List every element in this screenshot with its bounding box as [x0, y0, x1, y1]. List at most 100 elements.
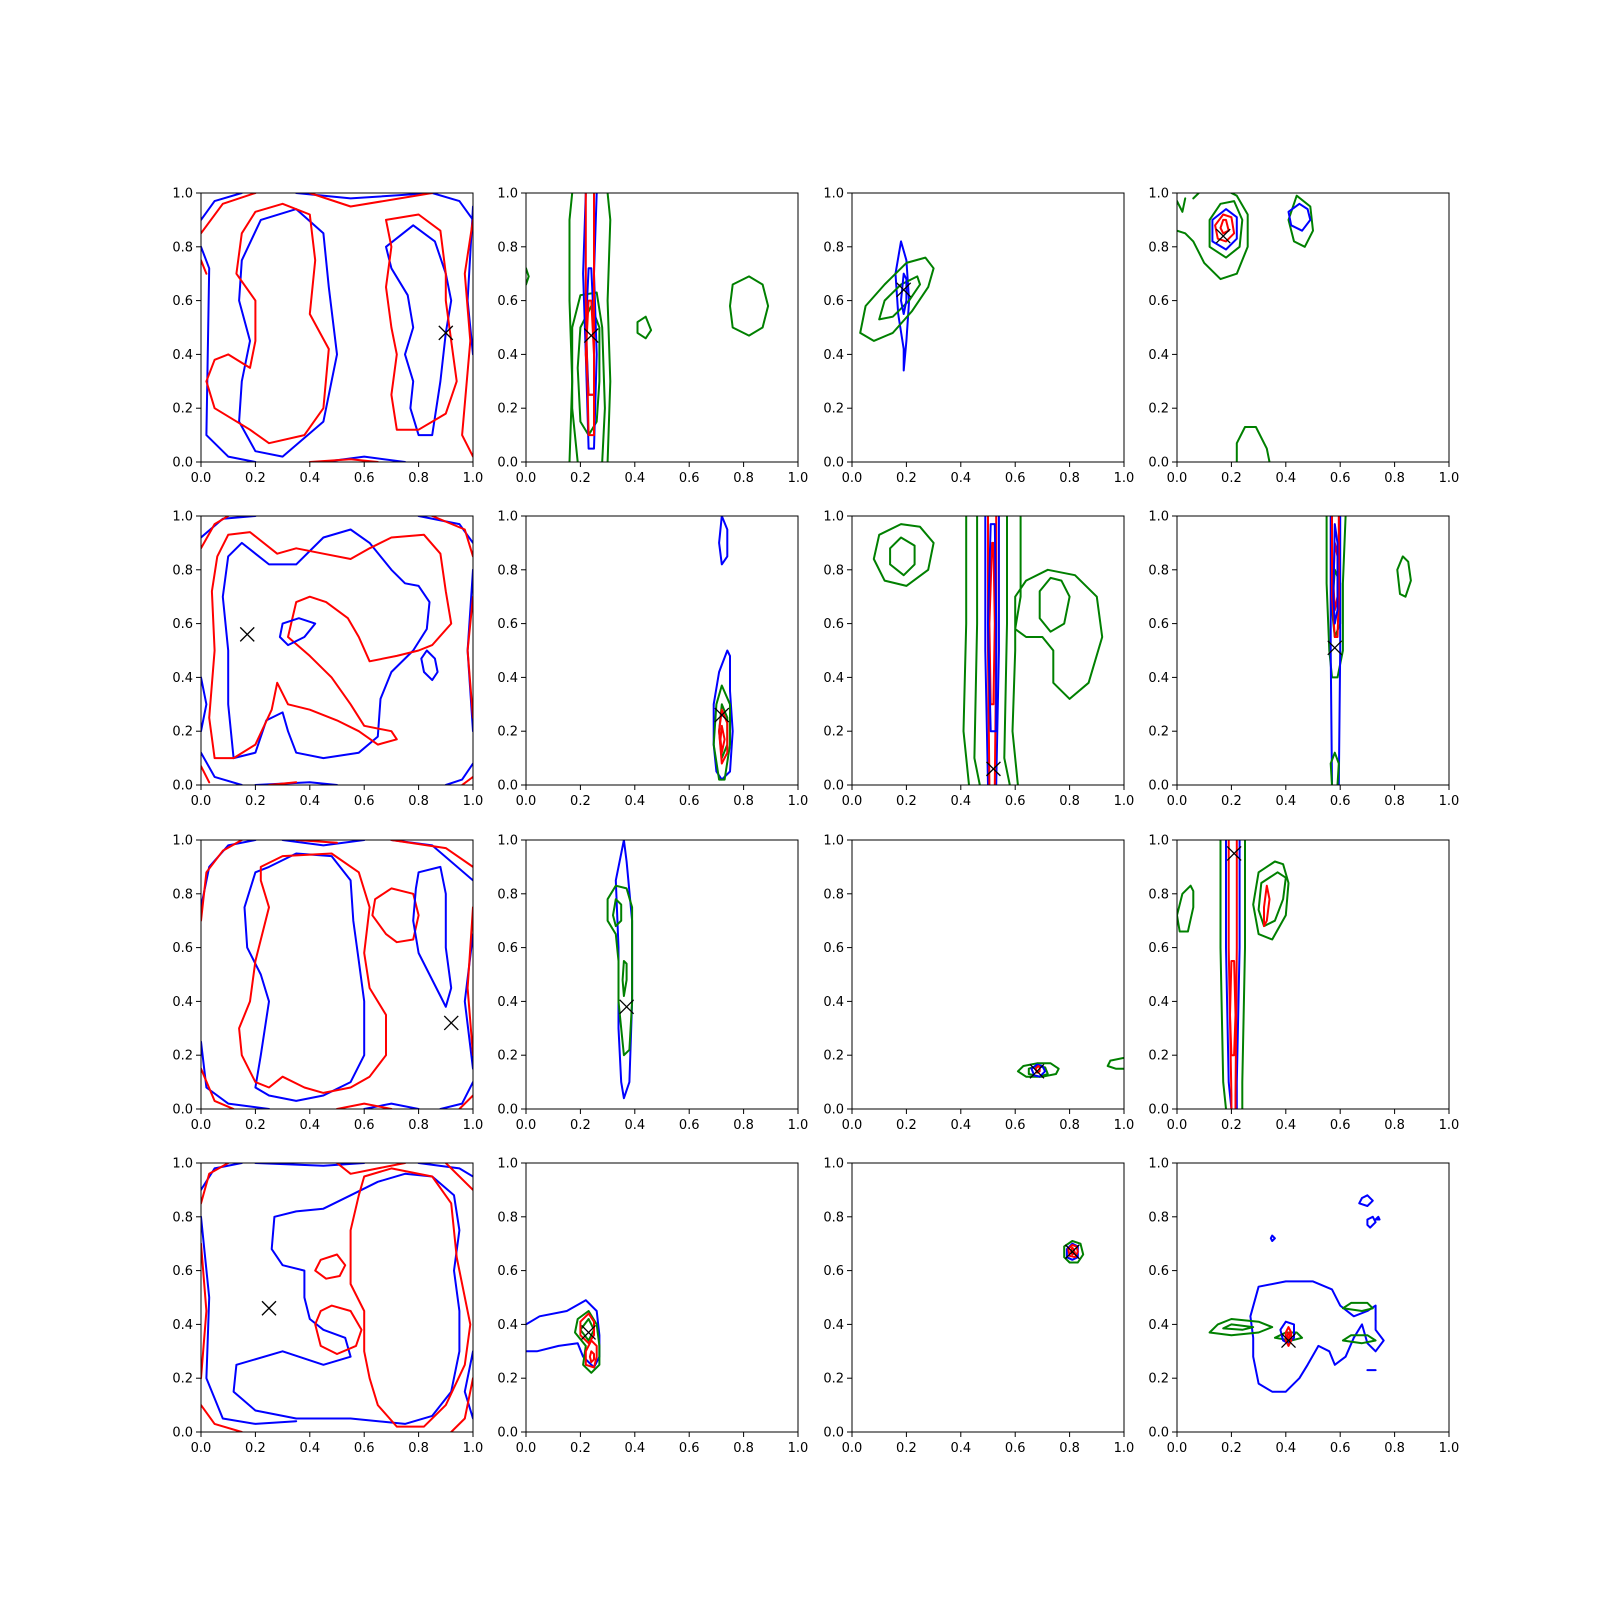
axes-frame [1176, 515, 1450, 786]
y-tick-label: 0.2 [1148, 1372, 1169, 1387]
contour-line-blue [201, 1163, 243, 1191]
contour-line-blue [1329, 516, 1333, 785]
x-tick-label: 0.0 [191, 471, 212, 486]
subplot-2-1: 0.0 0.2 0.4 0.6 0.8 1.0 0.0 0.2 0.4 0.6 0.8 1.0 [172, 510, 483, 810]
y-tick-label: 0.0 [172, 779, 193, 794]
contour-line-red [201, 1404, 243, 1432]
y-tick-label: 1.0 [823, 510, 844, 525]
y-tick-label: 1.0 [1148, 510, 1169, 525]
x-tick-label: 0.2 [245, 794, 266, 809]
x-tick-label: 0.6 [1005, 794, 1026, 809]
y-tick-label: 0.0 [497, 779, 518, 794]
y-tick-label: 0.0 [823, 1103, 844, 1118]
x-tick-label: 0.2 [245, 1118, 266, 1133]
contour-line-green [1219, 840, 1227, 1109]
contour-line-green [1222, 1323, 1255, 1331]
contour-line-green [973, 516, 981, 785]
contour-line-blue [201, 1215, 298, 1425]
contour-line-green [612, 898, 623, 928]
contour-line-red [719, 724, 726, 754]
y-tick-label: 0.2 [497, 1372, 518, 1387]
y-tick-label: 0.8 [823, 887, 844, 902]
contour-line-red [385, 213, 458, 431]
contour-line-red [1284, 1326, 1293, 1347]
plot-area [1177, 840, 1290, 1109]
y-tick-label: 0.0 [172, 1426, 193, 1441]
x-marker [896, 282, 912, 298]
y-tick-label: 1.0 [497, 1157, 518, 1172]
y-tick-label: 0.0 [1148, 456, 1169, 471]
x-tick-label: 1.0 [1114, 1118, 1135, 1133]
contour-line-red [1067, 1244, 1079, 1259]
contour-line-blue [444, 762, 473, 785]
plot-area [1325, 516, 1412, 785]
axes-frame [525, 515, 799, 786]
contour-line-red [1229, 960, 1237, 1057]
y-tick-label: 0.6 [823, 1264, 844, 1279]
plot-area [1063, 1240, 1085, 1264]
x-tick-label: 0.2 [1221, 471, 1242, 486]
y-tick-label: 0.8 [497, 887, 518, 902]
x-tick-label: 0.6 [354, 471, 375, 486]
axes-frame [200, 192, 474, 463]
contour-line-blue [221, 528, 431, 760]
contour-line-blue [201, 193, 243, 221]
x-tick-label: 0.8 [1059, 1441, 1080, 1456]
y-tick-label: 0.0 [1148, 1103, 1169, 1118]
plot-area [1016, 1056, 1124, 1079]
y-tick-label: 0.4 [497, 348, 518, 363]
x-tick-label: 0.8 [1384, 471, 1405, 486]
plot-area [201, 516, 473, 785]
x-tick-label: 0.2 [570, 794, 591, 809]
contour-line-green [1325, 516, 1347, 679]
y-tick-label: 0.2 [1148, 402, 1169, 417]
x-marker-stroke [239, 626, 255, 642]
x-marker-stroke [1281, 1333, 1296, 1348]
x-marker-stroke [1064, 1244, 1080, 1260]
x-tick-label: 0.8 [1059, 1118, 1080, 1133]
x-marker [1215, 228, 1231, 244]
y-tick-label: 0.2 [497, 725, 518, 740]
x-marker [239, 626, 255, 642]
x-tick-label: 0.2 [245, 471, 266, 486]
contour-line-green [1063, 1240, 1085, 1264]
x-tick-label: 0.6 [679, 1118, 700, 1133]
x-tick-label: 0.8 [408, 471, 429, 486]
contour-line-blue [278, 617, 317, 647]
y-tick-label: 1.0 [172, 510, 193, 525]
contour-line-red [450, 1377, 473, 1432]
x-tick-label: 0.2 [570, 471, 591, 486]
y-tick-label: 1.0 [1148, 834, 1169, 849]
contour-line-blue [417, 516, 473, 544]
x-tick-label: 0.2 [1221, 794, 1242, 809]
y-tick-label: 1.0 [1148, 1157, 1169, 1172]
plot-area [1208, 1194, 1385, 1393]
contour-line-green [1038, 576, 1071, 633]
contour-line-red [461, 218, 473, 458]
x-tick-label: 0.0 [191, 1118, 212, 1133]
y-tick-label: 0.4 [497, 995, 518, 1010]
x-marker-stroke [1327, 640, 1343, 656]
x-marker [619, 999, 635, 1015]
x-marker [1226, 845, 1242, 861]
plot-area [872, 516, 1104, 785]
plot-area [526, 1299, 601, 1374]
contour-line-blue [1279, 1320, 1295, 1345]
plot-area [1177, 193, 1314, 462]
y-tick-label: 0.4 [1148, 348, 1169, 363]
x-tick-label: 0.8 [733, 1118, 754, 1133]
contour-line-blue [1225, 840, 1233, 1109]
contour-line-blue [1374, 1215, 1381, 1221]
x-tick-label: 0.4 [1275, 1441, 1296, 1456]
x-tick-label: 0.6 [1330, 471, 1351, 486]
contour-line-red [201, 193, 257, 235]
y-tick-label: 0.0 [497, 1103, 518, 1118]
axes-frame [1176, 839, 1450, 1110]
x-tick-label: 0.8 [1384, 1441, 1405, 1456]
x-tick-label: 0.2 [245, 1441, 266, 1456]
contour-line-green [712, 684, 731, 781]
x-tick-label: 0.8 [733, 794, 754, 809]
contour-line-green [1106, 1056, 1124, 1070]
y-tick-label: 0.6 [497, 941, 518, 956]
